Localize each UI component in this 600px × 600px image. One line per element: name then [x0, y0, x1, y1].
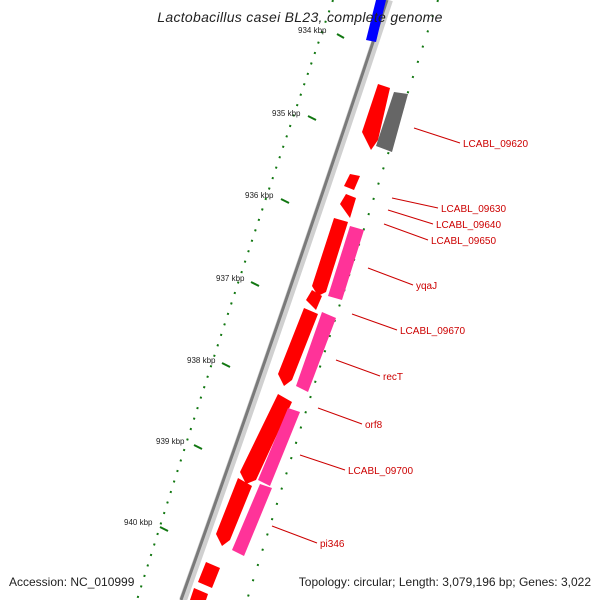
scale-ticks: [159, 33, 345, 532]
reverse-gene-track: [232, 92, 408, 556]
genome-backbone: [179, 0, 389, 600]
forward-gene-track: [190, 0, 390, 600]
scale-tick: [250, 281, 260, 287]
scale-tick-labels: 934 kbp 935 kbp 936 kbp 937 kbp 938 kbp …: [124, 26, 327, 527]
gene-arrow[interactable]: [216, 478, 252, 546]
gene-leader-line: [271, 525, 318, 544]
gene-leader-line: [387, 209, 434, 225]
gene-label-leaders: [271, 127, 461, 544]
gene-labels: LCABL_09620 LCABL_09630 LCABL_09640 LCAB…: [320, 139, 528, 550]
gene-leader-line: [299, 454, 346, 471]
scale-tick: [280, 198, 290, 204]
gene-arrow[interactable]: [258, 408, 300, 486]
gene-arrow[interactable]: [232, 484, 272, 556]
gene-label[interactable]: yqaJ: [416, 281, 437, 292]
genome-summary-text: Topology: circular; Length: 3,079,196 bp…: [298, 575, 591, 589]
gene-label[interactable]: LCABL_09700: [348, 466, 413, 477]
gene-arrow[interactable]: [278, 308, 318, 386]
tick-label: 937 kbp: [216, 274, 245, 283]
gene-label[interactable]: recT: [383, 372, 403, 383]
gene-leader-line: [351, 313, 398, 331]
inner-dotted-track: [246, 0, 439, 600]
scale-tick: [193, 444, 203, 450]
gene-arrow[interactable]: [328, 226, 364, 300]
scale-tick: [159, 526, 169, 532]
tick-label: 939 kbp: [156, 437, 185, 446]
gene-leader-line: [335, 359, 381, 377]
map-title: Lactobacillus casei BL23, complete genom…: [157, 9, 443, 25]
tick-label: 934 kbp: [298, 26, 327, 35]
scale-tick: [307, 115, 317, 121]
gene-arrow[interactable]: [306, 290, 322, 310]
genome-backbone-shadow: [179, 0, 393, 600]
tick-label: 938 kbp: [187, 356, 216, 365]
gene-arrow[interactable]: [296, 312, 336, 392]
gene-leader-line: [413, 127, 461, 144]
gene-arrow[interactable]: [198, 562, 220, 588]
gene-leader-line: [317, 407, 363, 425]
gene-leader-line: [367, 267, 414, 286]
gene-arrow[interactable]: [376, 92, 408, 152]
gene-leader-line: [383, 223, 429, 241]
gene-arrow[interactable]: [240, 394, 292, 484]
gene-label[interactable]: orf8: [365, 420, 383, 431]
gene-label[interactable]: LCABL_09670: [400, 326, 465, 337]
accession-text: Accession: NC_010999: [9, 575, 135, 589]
tick-label: 936 kbp: [245, 191, 274, 200]
gene-arrow[interactable]: [312, 218, 348, 296]
tick-label: 935 kbp: [272, 109, 301, 118]
gene-label[interactable]: pi346: [320, 539, 345, 550]
gene-label[interactable]: LCABL_09640: [436, 220, 501, 231]
gene-label[interactable]: LCABL_09620: [463, 139, 528, 150]
gene-arrow[interactable]: [344, 174, 360, 190]
gene-arrow[interactable]: [340, 194, 356, 218]
tick-label: 940 kbp: [124, 518, 153, 527]
gene-arrow[interactable]: [190, 588, 208, 600]
outer-dotted-track: [136, 0, 334, 600]
gene-label[interactable]: LCABL_09630: [441, 204, 506, 215]
gene-arrow[interactable]: [362, 84, 390, 150]
gene-label[interactable]: LCABL_09650: [431, 236, 496, 247]
scale-tick: [336, 33, 345, 39]
gene-arrow[interactable]: [366, 0, 386, 42]
gene-leader-line: [391, 197, 439, 209]
scale-tick: [221, 362, 231, 368]
